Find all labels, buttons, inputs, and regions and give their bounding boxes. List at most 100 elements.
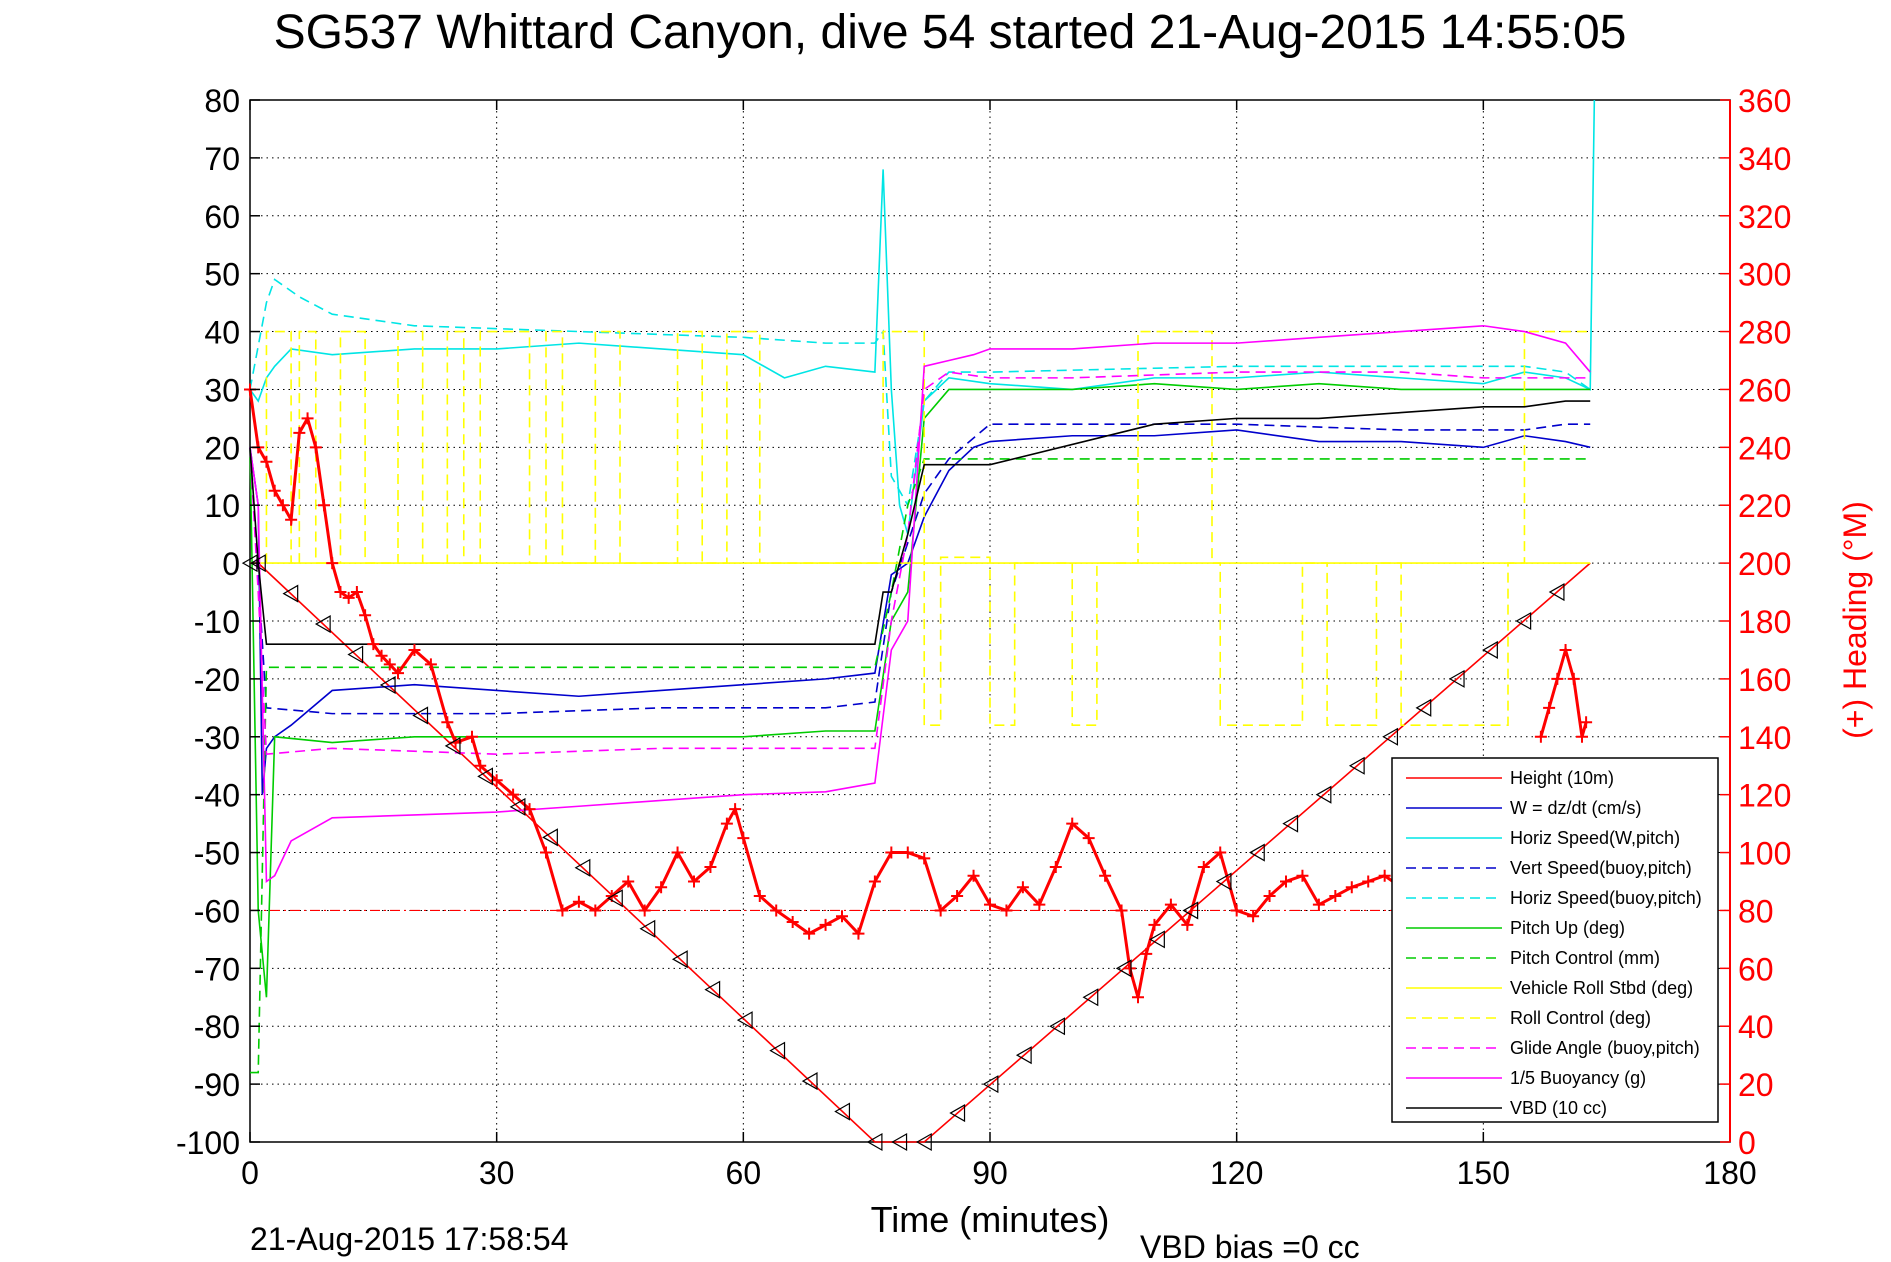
heading-marker (507, 788, 520, 801)
series-1-5-buoyancy-g (249, 324, 1591, 884)
x-tick-label: 150 (1457, 1155, 1510, 1191)
heading-marker (1345, 881, 1358, 894)
height-marker (671, 950, 688, 969)
heading-marker (408, 643, 421, 656)
y-tick-label-left: -90 (194, 1067, 240, 1103)
heading-marker (655, 881, 668, 894)
y-tick-label-right: 160 (1738, 662, 1791, 698)
height-marker (314, 615, 331, 634)
y-tick-label-right: 340 (1738, 141, 1791, 177)
y-tick-label-right: 280 (1738, 315, 1791, 351)
heading-marker (1247, 910, 1260, 923)
series-pitch-control-mm (250, 458, 1591, 1074)
height-marker (1249, 843, 1265, 862)
heading-marker (375, 649, 388, 662)
y-tick-label-left: -60 (194, 893, 240, 929)
heading-marker (1263, 889, 1276, 902)
y-tick-label-left: -100 (176, 1125, 240, 1161)
legend-label: Vert Speed(buoy,pitch) (1510, 858, 1692, 878)
heading-marker (1181, 918, 1194, 931)
heading-marker (1082, 832, 1095, 845)
legend-label: W = dz/dt (cm/s) (1510, 798, 1642, 818)
heading-marker (1296, 869, 1309, 882)
height-marker (982, 1075, 999, 1094)
heading-marker (836, 910, 848, 923)
heading-marker (934, 904, 947, 917)
heading-marker (786, 916, 799, 929)
heading-marker (466, 730, 478, 743)
heading-marker (383, 658, 396, 671)
height-marker (444, 736, 461, 755)
legend-label: VBD (10 cc) (1510, 1098, 1607, 1118)
heading-marker (622, 875, 635, 888)
y-tick-label-right: 240 (1738, 430, 1791, 466)
heading-marker (1016, 881, 1029, 894)
x-tick-label: 60 (726, 1155, 762, 1191)
heading-marker (1576, 730, 1588, 743)
heading-marker (474, 759, 487, 772)
heading-marker (688, 875, 700, 888)
series-vbd-10-cc (249, 400, 1591, 645)
x-tick-label: 120 (1210, 1155, 1263, 1191)
height-marker (736, 1011, 753, 1030)
series-line (249, 429, 1591, 795)
series-vert-speed-buoy-pitch (249, 423, 1591, 715)
height-marker (1515, 611, 1532, 631)
legend-label: Pitch Control (mm) (1510, 948, 1660, 968)
heading-marker (392, 667, 404, 680)
heading-marker (1559, 643, 1572, 656)
y-tick-label-left: -30 (194, 720, 240, 756)
x-tick-label: 180 (1703, 1155, 1756, 1191)
height-marker (1382, 727, 1399, 746)
heading-marker (1148, 918, 1161, 931)
heading-marker (1123, 962, 1136, 975)
series-line (249, 99, 1596, 535)
heading-marker (556, 904, 569, 917)
legend-label: Horiz Speed(W,pitch) (1510, 828, 1680, 848)
heading-marker (901, 846, 914, 859)
y-tick-label-left: -80 (194, 1009, 240, 1045)
heading-trace (248, 389, 1402, 998)
plot-area: 0 30 60 90 120 150 18080706050403020100-10-20-… (176, 83, 1791, 1191)
heading-marker (1000, 904, 1013, 917)
height-marker (412, 706, 429, 725)
heading-marker (1362, 875, 1375, 888)
height-marker (1182, 901, 1199, 920)
heading-marker (293, 426, 306, 439)
y-tick-label-right: 0 (1738, 1125, 1756, 1161)
heading-marker (441, 716, 454, 729)
height-marker (1082, 988, 1099, 1007)
y-tick-label-left: 20 (204, 430, 240, 466)
y-tick-label-right: 40 (1738, 1009, 1774, 1045)
heading-marker (770, 904, 783, 917)
height-marker (949, 1104, 966, 1123)
y-tick-label-right: 120 (1738, 778, 1791, 814)
y-tick-label-right: 80 (1738, 893, 1774, 929)
height-marker (866, 1132, 883, 1152)
y-tick-label-right: 140 (1738, 720, 1791, 756)
footer-note: VBD bias =0 cc (1140, 1229, 1360, 1262)
heading-marker (1164, 898, 1177, 911)
legend-label: Roll Control (deg) (1510, 1008, 1651, 1028)
height-marker (1415, 698, 1432, 717)
series-layer (241, 99, 1730, 1152)
y-tick-label-left: -70 (194, 951, 240, 987)
height-marker (891, 1132, 908, 1152)
heading-marker (852, 927, 865, 940)
heading-marker (350, 586, 363, 599)
heading-marker (671, 846, 684, 859)
y-tick-label-right: 60 (1738, 951, 1774, 987)
heading-marker (1580, 716, 1593, 729)
heading-marker (868, 875, 881, 888)
series-w-dz-dt-cm-s (249, 429, 1591, 795)
y-tick-label-left: -20 (194, 662, 240, 698)
y-tick-label-right: 260 (1738, 372, 1791, 408)
heading-marker (326, 557, 339, 570)
heading-marker (803, 927, 816, 940)
series-line (249, 324, 1591, 884)
y-tick-label-left: 80 (204, 83, 240, 119)
series-heading-end (1534, 643, 1593, 743)
heading-marker (1197, 861, 1210, 874)
heading-marker (285, 513, 298, 526)
heading-marker (704, 861, 717, 874)
